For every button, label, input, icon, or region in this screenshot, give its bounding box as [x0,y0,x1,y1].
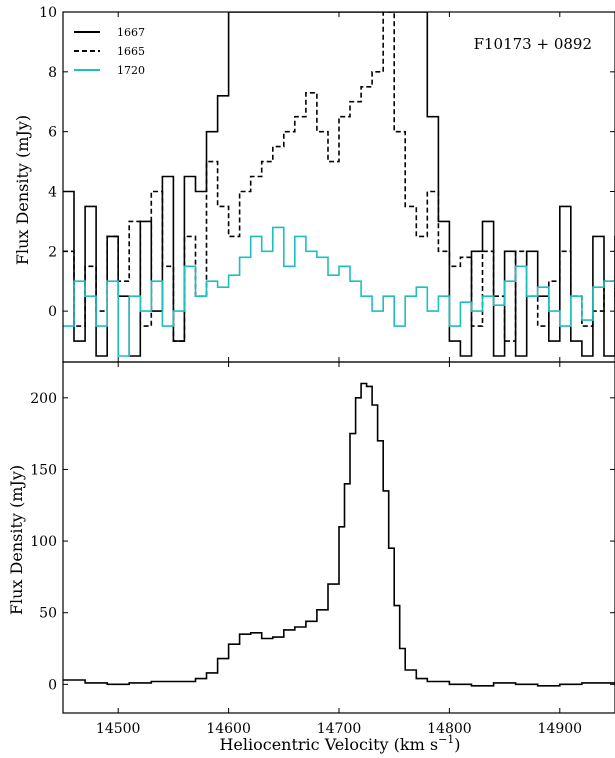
top-ytick-label-2: 2 [48,244,57,260]
top-series-1665-line [63,12,615,342]
top-series-1667-line [63,12,615,357]
x-axis-label: Heliocentric Velocity (km s−1) [219,733,460,754]
bottom-plot-frame [62,361,615,714]
bottom-xtick-label-14700: 14700 [317,721,362,737]
top-ylabel: Flux Density (mJy) [13,115,32,265]
top-ytick-label-0: 0 [48,304,57,320]
legend-label-1665: 1665 [117,45,145,58]
bottom-ytick-label-150: 150 [30,462,57,478]
bottom-axis-ticks: 14500 14600 14700 14800 14900 0 50 100 150 200 [30,362,615,737]
bottom-xtick-label-14600: 14600 [206,721,251,737]
legend-label-1667: 1667 [117,26,145,39]
top-ytick-label-4: 4 [48,184,57,200]
top-series-1720-line [63,226,615,357]
bottom-xtick-label-14800: 14800 [427,721,472,737]
legend: 1667 1665 1720 [74,26,145,77]
top-ytick-label-6: 6 [48,125,57,141]
bottom-series-spectrum-line [63,382,615,687]
bottom-ytick-label-200: 200 [30,391,57,407]
bottom-ytick-label-100: 100 [30,534,57,550]
top-ytick-label-8: 8 [48,65,57,81]
bottom-ylabel: Flux Density (mJy) [7,465,26,615]
bottom-xtick-label-14500: 14500 [96,721,141,737]
object-label: F10173 + 0892 [474,35,592,53]
bottom-panel: 14500 14600 14700 14800 14900 0 50 100 150 200 Fl… [7,362,615,754]
bottom-ytick-label-50: 50 [39,606,57,622]
top-panel: 0 2 4 6 8 10 1667 1665 1720 F10173 + 0892 Flu… [13,5,615,362]
top-series-group [63,12,615,357]
legend-label-1720: 1720 [117,64,145,77]
bottom-series-group [63,382,615,687]
top-ytick-label-10: 10 [39,5,57,21]
top-axis-ticks: 0 2 4 6 8 10 [39,5,615,362]
bottom-ytick-label-0: 0 [48,677,57,693]
bottom-xtick-label-14900: 14900 [538,721,583,737]
top-plot-frame [62,11,615,363]
